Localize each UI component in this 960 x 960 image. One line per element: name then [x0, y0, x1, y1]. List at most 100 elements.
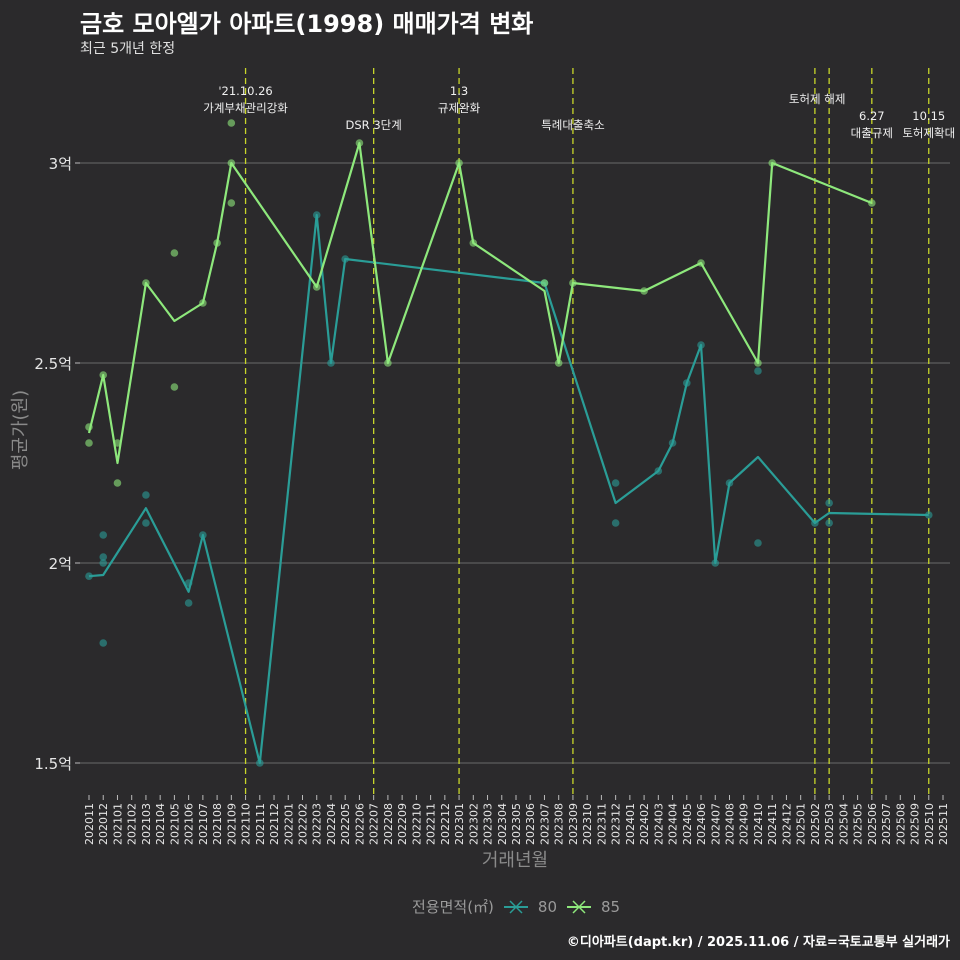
x-tick-label: 202102: [126, 803, 139, 845]
x-tick-label: 202407: [709, 803, 722, 845]
x-tick-label: 202210: [410, 803, 423, 845]
x-tick-label: 202107: [197, 803, 210, 845]
x-tick-label: 202211: [425, 803, 438, 845]
x-tick-label: 202306: [524, 803, 537, 845]
legend-label-80: 80: [537, 897, 557, 916]
series-line-80: [88, 213, 929, 765]
x-tick-label: 202305: [510, 803, 523, 845]
data-point-80: [99, 639, 108, 647]
x-tick-label: 202111: [254, 803, 267, 845]
x-tick-label: 202412: [780, 803, 793, 845]
legend-title: 전용면적(㎡): [412, 898, 494, 916]
x-tick-label: 202011: [83, 803, 96, 845]
x-tick-label: 202508: [894, 803, 907, 845]
data-point-80: [99, 531, 108, 539]
y-tick-label: 1.5억: [34, 755, 72, 773]
x-tick-label: 202410: [752, 803, 765, 845]
x-tick-label: 202110: [240, 803, 253, 845]
x-tick-label: 202112: [268, 803, 281, 845]
event-annotation: 토허제 해제: [789, 92, 846, 106]
x-tick-label: 202404: [667, 803, 680, 845]
x-tick-label: 202311: [595, 803, 608, 845]
x-tick-label: 202509: [909, 803, 922, 845]
legend-key-80: [503, 899, 528, 914]
event-annotation: 특례대출축소: [541, 118, 604, 132]
data-point-85: [227, 199, 236, 207]
x-tick-label: 202301: [453, 803, 466, 845]
x-tick-label: 202401: [624, 803, 637, 845]
x-tick-label: 202403: [652, 803, 665, 845]
y-tick-label: 3억: [49, 155, 72, 173]
data-point-80: [99, 553, 108, 561]
x-tick-label: 202409: [738, 803, 751, 845]
event-annotation: '21.10.26: [218, 84, 272, 98]
event-annotation: DSR 3단계: [346, 118, 402, 132]
x-tick-label: 202103: [140, 803, 153, 845]
x-tick-label: 202303: [482, 803, 495, 845]
x-tick-label: 202501: [795, 803, 808, 845]
x-tick-label: 202503: [823, 803, 836, 845]
x-tick-label: 202510: [923, 803, 936, 845]
legend-key-85: [567, 899, 591, 914]
x-tick-label: 202108: [211, 803, 224, 845]
data-point-85: [85, 439, 93, 447]
x-axis-title: 거래년월: [482, 850, 548, 871]
x-tick-label: 202202: [297, 803, 310, 845]
x-tick-label: 202205: [339, 803, 352, 845]
data-point-80: [99, 559, 108, 567]
x-tick-label: 202309: [567, 803, 580, 845]
data-point-85: [227, 119, 236, 127]
series-line-85: [87, 141, 873, 465]
x-tick-label: 202507: [880, 803, 893, 845]
x-tick-label: 202310: [581, 803, 594, 845]
data-point-80: [825, 499, 833, 507]
chart-subtitle: 최근 5개년 한정: [80, 41, 176, 57]
x-tick-label: 202203: [311, 803, 324, 845]
x-tick-label: 202101: [112, 803, 125, 845]
event-annotation: 10.15: [912, 109, 945, 123]
x-tick-label: 202105: [168, 803, 181, 845]
x-tick-label: 202504: [837, 803, 850, 845]
x-tick-label: 202406: [695, 803, 708, 845]
data-point-80: [754, 367, 762, 375]
event-annotation: 토허제확대: [902, 126, 955, 140]
data-point-80: [142, 491, 150, 499]
data-point-85: [170, 383, 179, 391]
y-tick-label: 2.5억: [34, 355, 72, 373]
x-tick-label: 202207: [368, 803, 381, 845]
data-point-85: [170, 249, 179, 257]
x-tick-label: 202502: [809, 803, 822, 845]
x-tick-label: 202208: [382, 803, 395, 845]
data-point-80: [611, 519, 620, 527]
y-axis-title: 평균가(원): [10, 390, 31, 470]
x-tick-label: 202212: [439, 803, 452, 845]
legend: 전용면적(㎡) 80 85: [412, 896, 620, 917]
legend-label-85: 85: [601, 897, 621, 916]
x-tick-label: 202402: [638, 803, 651, 845]
data-point-85: [540, 279, 549, 287]
data-point-85: [113, 479, 122, 487]
x-tick-label: 202511: [937, 803, 950, 845]
data-point-80: [142, 519, 150, 527]
x-tick-label: 202308: [553, 803, 566, 845]
x-tick-label: 202408: [724, 803, 737, 845]
x-tick-label: 202106: [183, 803, 196, 845]
x-tick-label: 202506: [866, 803, 879, 845]
event-annotation: 대출규제: [851, 126, 893, 140]
y-tick-label: 2억: [49, 555, 72, 573]
data-point-80: [184, 599, 193, 607]
x-tick-label: 202204: [325, 803, 338, 845]
source-caption: ©디아파트(dapt.kr) / 2025.11.06 / 자료=국토교통부 실…: [566, 935, 950, 950]
chart-title: 금호 모아엘가 아파트(1998) 매매가격 변화: [80, 10, 534, 38]
event-annotation: 1.3: [450, 84, 468, 98]
event-annotation: 가계부채관리강화: [203, 101, 288, 115]
x-tick-label: 202307: [539, 803, 552, 845]
x-tick-label: 202312: [610, 803, 623, 845]
x-tick-label: 202505: [852, 803, 865, 845]
x-tick-label: 202104: [154, 803, 167, 845]
x-tick-label: 202012: [97, 803, 110, 845]
data-point-80: [611, 479, 620, 487]
x-tick-label: 202109: [225, 803, 238, 845]
